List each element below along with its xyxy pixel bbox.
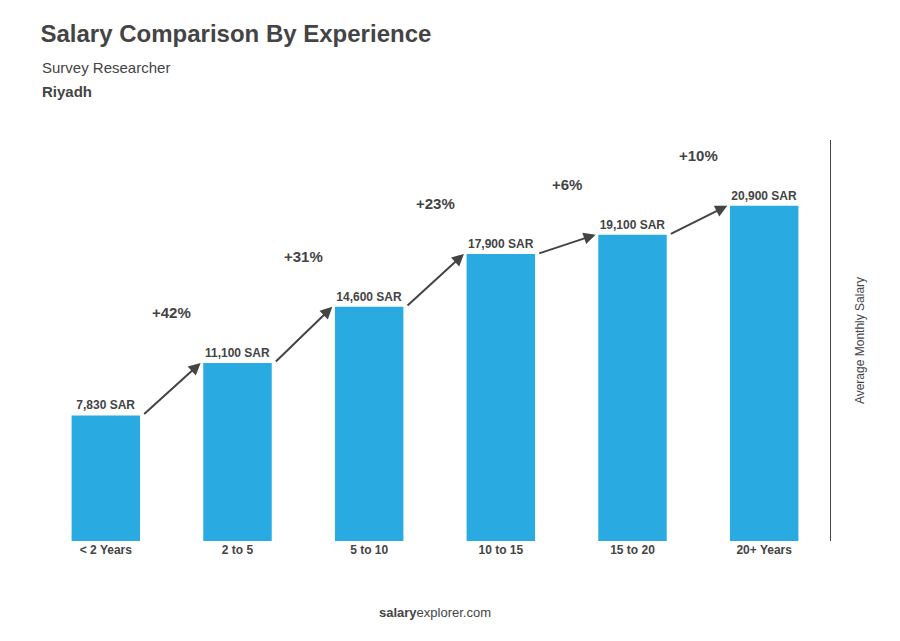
svg-text:15 to 20: 15 to 20 bbox=[610, 543, 655, 557]
svg-text:Survey Researcher: Survey Researcher bbox=[42, 59, 170, 76]
svg-text:< 2 Years: < 2 Years bbox=[80, 543, 132, 557]
svg-text:+31%: +31% bbox=[284, 248, 323, 265]
svg-text:11,100 SAR: 11,100 SAR bbox=[205, 346, 270, 360]
svg-text:2 to 5: 2 to 5 bbox=[222, 543, 254, 557]
svg-text:Salary Comparison By Experienc: Salary Comparison By Experience bbox=[41, 20, 432, 47]
svg-text:17,900 SAR: 17,900 SAR bbox=[468, 237, 534, 251]
svg-text:+23%: +23% bbox=[416, 195, 455, 212]
svg-text:5 to 10: 5 to 10 bbox=[350, 543, 388, 557]
svg-text:20,900 SAR: 20,900 SAR bbox=[731, 189, 797, 203]
svg-text:Riyadh: Riyadh bbox=[42, 83, 92, 100]
svg-text:14,600 SAR: 14,600 SAR bbox=[336, 290, 402, 304]
svg-text:+6%: +6% bbox=[552, 176, 582, 193]
svg-text:Average Monthly Salary: Average Monthly Salary bbox=[853, 277, 867, 404]
svg-text:+42%: +42% bbox=[152, 304, 191, 321]
svg-text:20+ Years: 20+ Years bbox=[736, 543, 792, 557]
svg-text:19,100 SAR: 19,100 SAR bbox=[600, 218, 666, 232]
svg-text:10 to 15: 10 to 15 bbox=[478, 543, 523, 557]
svg-text:+10%: +10% bbox=[679, 147, 718, 164]
svg-text:salaryexplorer.com: salaryexplorer.com bbox=[379, 605, 491, 620]
svg-text:7,830 SAR: 7,830 SAR bbox=[76, 398, 135, 412]
